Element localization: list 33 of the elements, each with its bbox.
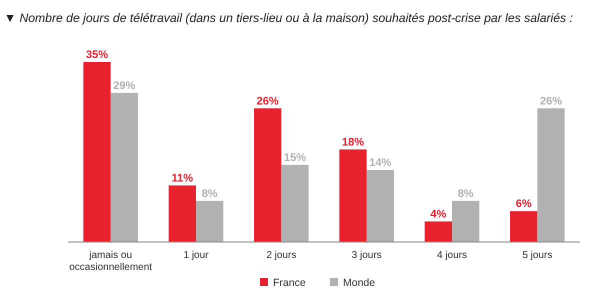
data-label: 11% [172,172,194,184]
bar [110,92,138,242]
data-label: 8% [202,188,218,200]
bar [83,62,111,242]
data-label: 15% [284,152,306,164]
chart-title: ▼ Nombre de jours de télétravail (dans un tiers-lieu ou à la maison) souhaités post-crise par les salariés : [4,11,573,25]
bar [510,211,538,242]
data-label: 29% [113,80,136,92]
data-label: 6% [516,198,532,210]
bar [366,170,394,242]
data-label: 35% [86,49,108,61]
legend-label: Monde [343,277,376,289]
x-tick-label: 1 jour [183,250,210,261]
x-tick-label: 3 jours [352,250,382,261]
x-tick-label: 2 jours [266,250,296,261]
bar [424,221,452,242]
data-label: 14% [369,157,392,169]
data-label: 4% [430,208,447,220]
data-label: 8% [458,188,474,200]
bar [196,200,224,242]
x-tick-label: 5 jours [522,250,552,261]
data-label: 26% [540,95,562,108]
x-tick-label: 4 jours [436,250,468,261]
bar [281,164,309,242]
bar [452,200,480,242]
legend-label: France [273,277,306,289]
data-label: 18% [342,136,364,148]
x-tick-label: jamais ou occasionnellement [69,250,152,273]
bar [168,185,196,242]
data-label: 26% [256,95,279,108]
bar [537,108,565,242]
bar [339,149,367,242]
bar [254,108,282,242]
